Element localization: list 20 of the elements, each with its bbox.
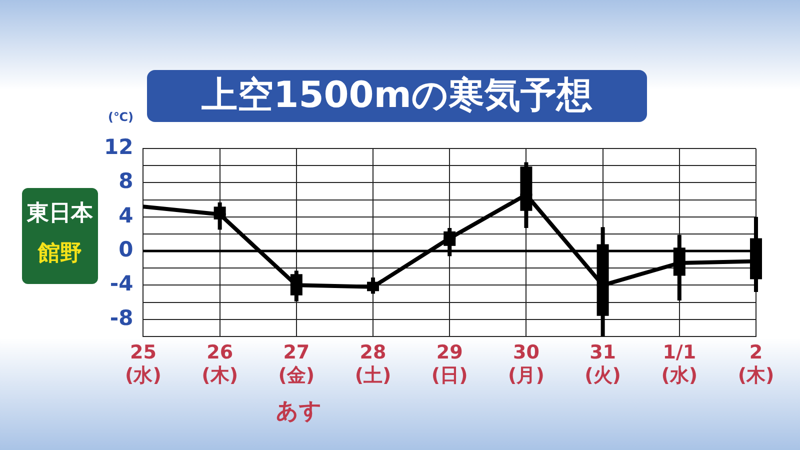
x-tick-label: 25 (水) <box>125 342 162 387</box>
chart-title: 上空1500mの寒気予想 <box>147 70 647 122</box>
y-tick-label: -8 <box>110 306 134 330</box>
y-tick-label: 8 <box>118 169 134 194</box>
text: あす <box>276 398 322 426</box>
y-tick-label: 12 <box>104 135 134 160</box>
x-tick-label: 28 (土) <box>354 342 392 387</box>
x-tick-label: 26 (木) <box>202 342 238 387</box>
x-tick-label: 29 (日) <box>431 342 468 387</box>
y-tick-label: 0 <box>118 237 134 262</box>
x-tick-label: 31 (火) <box>584 342 621 387</box>
x-tick-label: 1/1 (水) <box>661 342 698 387</box>
y-tick-label: 4 <box>118 203 134 228</box>
x-tick-label: 30 (月) <box>508 342 544 387</box>
x-tick-label: 27 (金) <box>278 342 315 387</box>
text: 館野 <box>36 240 83 268</box>
y-tick-label: -4 <box>110 272 134 296</box>
y-axis-title: (℃) <box>108 110 134 124</box>
x-tick-label: 2 (木) <box>738 342 774 387</box>
text: 東日本 <box>26 200 94 228</box>
